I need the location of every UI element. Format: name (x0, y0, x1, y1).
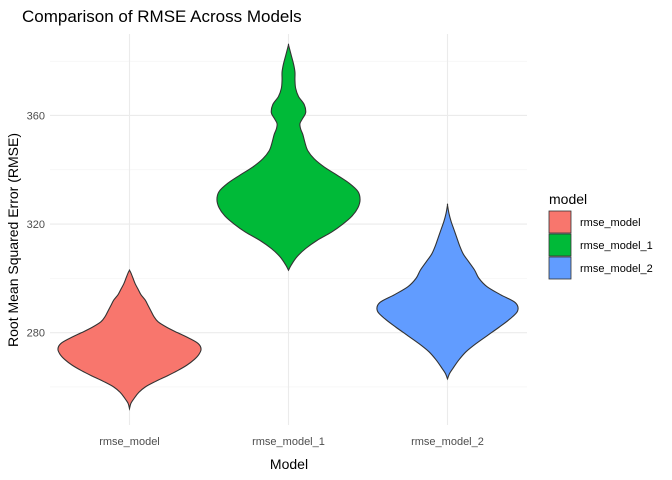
x-tick-label: rmse_model (99, 436, 160, 448)
legend-key-rmse_model_2 (548, 256, 572, 280)
y-tick-label: 320 (27, 219, 45, 231)
chart-title: Comparison of RMSE Across Models (22, 7, 302, 26)
violin-rmse_model (57, 269, 202, 411)
x-axis-title: Model (270, 456, 308, 472)
legend-label: rmse_model_1 (580, 240, 653, 252)
y-tick-label: 360 (27, 110, 45, 122)
legend-key-rmse_model (548, 210, 572, 234)
y-tick-labels: 280 320 360 (27, 110, 45, 339)
y-tick-label: 280 (27, 328, 45, 340)
legend-key-rmse_model_1 (548, 233, 572, 257)
x-tick-label: rmse_model_1 (252, 436, 325, 448)
legend-label: rmse_model_2 (580, 263, 653, 275)
legend: model rmse_model rmse_model_1 rmse_model_2 (548, 191, 653, 280)
violins (57, 43, 519, 411)
x-tick-labels: rmse_model rmse_model_1 rmse_model_2 (99, 436, 484, 448)
violin-rmse_model_1 (216, 43, 361, 272)
violin-rmse_model_2 (376, 203, 519, 381)
y-axis-title: Root Mean Squared Error (RMSE) (5, 133, 21, 347)
legend-label: rmse_model (580, 217, 641, 229)
legend-title: model (549, 191, 587, 207)
x-tick-label: rmse_model_2 (411, 436, 484, 448)
